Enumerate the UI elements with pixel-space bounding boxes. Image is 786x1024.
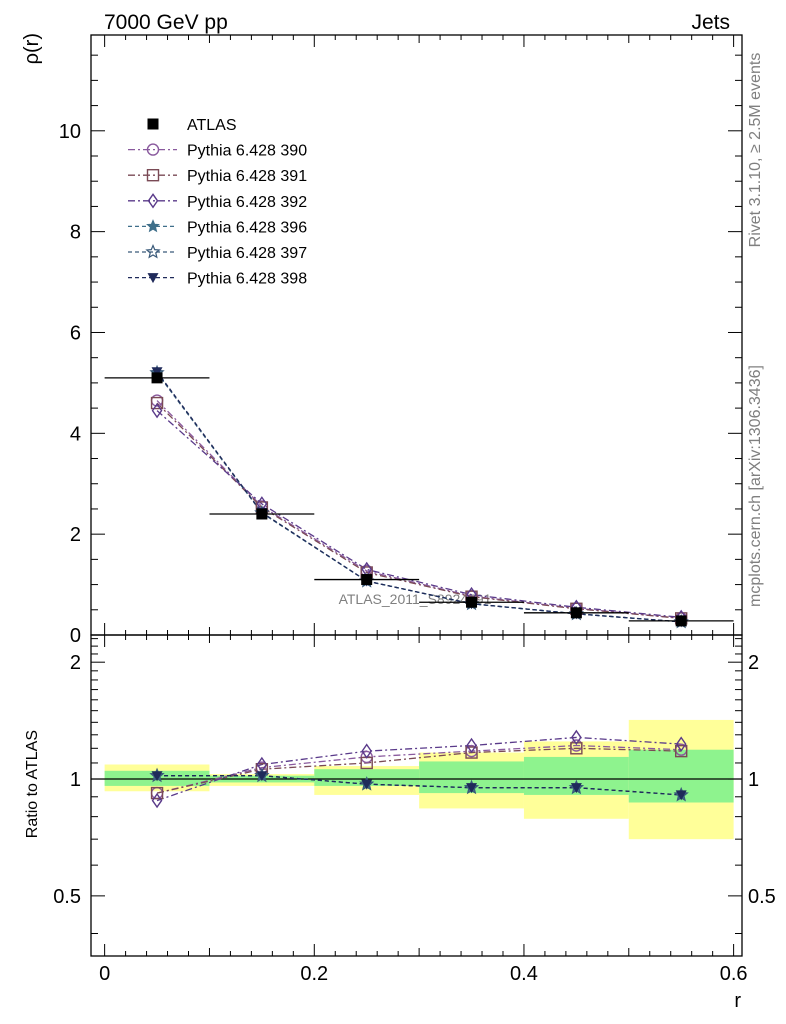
main-series-line-3 — [156, 410, 682, 618]
legend-marker-3 — [147, 193, 159, 209]
ratio-series-line-2 — [156, 747, 682, 794]
legend-label-6: Pythia 6.428 398 — [187, 271, 307, 288]
ratio-series-point-6 — [466, 783, 478, 794]
legend-reference-marker — [147, 118, 159, 130]
ratio-panel-series — [149, 729, 689, 809]
reference-data-point — [361, 574, 373, 586]
ratio-y-tick-label: 2 — [70, 652, 81, 674]
rivet-version-text: Rivet 3.1.10, ≥ 2.5M events — [747, 53, 764, 248]
main-series-point-6 — [151, 367, 163, 378]
main-series-line-5 — [156, 372, 682, 623]
main-series-line-1 — [156, 400, 682, 620]
legend-entry-3: Pythia 6.428 392 — [128, 193, 307, 211]
legend-marker-2 — [146, 168, 160, 182]
ratio-series-point-6 — [361, 779, 373, 790]
legend-marker-1 — [146, 143, 160, 156]
legend-reference-label: ATLAS — [187, 117, 237, 134]
main-y-tick-label: 2 — [70, 524, 81, 546]
ratio-y-tick-label: 1 — [70, 769, 81, 791]
legend-marker-4 — [146, 219, 160, 233]
ratio-y-tick-label-right: 0.5 — [748, 886, 776, 908]
header-right-label: Jets — [691, 11, 730, 34]
legend-label-4: Pythia 6.428 396 — [187, 219, 307, 236]
legend-entry-6: Pythia 6.428 398 — [128, 271, 307, 288]
ratio-panel-uncertainty-bands — [91, 719, 742, 840]
ratio-series-point-6 — [151, 771, 163, 782]
legend-entry-2: Pythia 6.428 391 — [128, 168, 307, 185]
legend-label-2: Pythia 6.428 391 — [187, 168, 307, 185]
ratio-series-point-3 — [361, 743, 373, 759]
ratio-y-axis-label: Ratio to ATLAS — [24, 730, 41, 838]
x-tick-label: 0.6 — [720, 963, 748, 985]
main-series-line-2 — [156, 402, 682, 620]
main-panel-series — [104, 364, 734, 629]
legend-entry-5: Pythia 6.428 397 — [128, 243, 307, 262]
x-tick-label: 0 — [99, 963, 110, 985]
ratio-series-point-2 — [150, 786, 164, 800]
ratio-series-point-6 — [675, 790, 687, 801]
ratio-series-line-3 — [156, 736, 682, 802]
legend-label-3: Pythia 6.428 392 — [187, 194, 307, 211]
x-tick-label: 0.2 — [300, 963, 328, 985]
ratio-series-point-2 — [465, 746, 478, 759]
main-y-tick-label: 10 — [59, 121, 81, 143]
ratio-series-point-3 — [571, 729, 582, 746]
legend-marker-6 — [147, 273, 159, 284]
ratio-y-tick-label: 0.5 — [53, 886, 81, 908]
ratio-series-point-6 — [570, 783, 582, 794]
analysis-watermark: ATLAS_2011_S8924791 — [339, 591, 492, 607]
ratio-y-tick-label-right: 2 — [748, 652, 759, 674]
x-axis-label: r — [734, 990, 741, 1012]
legend-label-5: Pythia 6.428 397 — [187, 245, 307, 262]
main-y-axis-label: ρ(r) — [21, 33, 43, 64]
main-series-point-2 — [150, 396, 164, 410]
ratio-series-point-3 — [466, 737, 477, 754]
ratio-frame — [90, 634, 743, 957]
ratio-series-point-3 — [675, 736, 687, 752]
reference-data-point — [570, 607, 582, 619]
ratio-series-line-1 — [156, 744, 682, 794]
reference-data-point — [151, 372, 163, 384]
reference-data-point — [675, 615, 687, 627]
ratio-series-point-2 — [674, 744, 688, 758]
ratio-series-point-6 — [256, 771, 268, 782]
legend-entry-4: Pythia 6.428 396 — [128, 219, 307, 236]
legend-entry-1: Pythia 6.428 390 — [128, 143, 307, 160]
main-y-tick-label: 6 — [70, 322, 81, 344]
legend: ATLAS Pythia 6.428 390 Pythia 6.428 391 Pyt… — [128, 117, 307, 288]
ratio-y-tick-label-right: 1 — [748, 769, 759, 791]
main-series-point-3 — [151, 402, 163, 419]
main-panel-axes: 0 2 4 6 8 10 — [59, 34, 743, 647]
legend-label-1: Pythia 6.428 390 — [187, 143, 307, 160]
header-left-label: 7000 GeV pp — [104, 11, 228, 34]
ratio-series-line-6 — [157, 775, 682, 796]
ratio-series-point-3 — [151, 792, 163, 809]
main-y-tick-label: 8 — [70, 222, 81, 244]
main-y-tick-label: 0 — [70, 625, 81, 647]
main-y-tick-label: 4 — [70, 423, 81, 445]
x-tick-label: 0.4 — [510, 963, 538, 985]
reference-data-point — [256, 508, 268, 520]
reference-data-point — [466, 596, 478, 608]
mcplots-credit-text: mcplots.cern.ch [arXiv:1306.3436] — [747, 365, 764, 607]
ratio-panel-axes: 0 0.2 0.4 0.6 0.5 0.5 1 1 2 2 — [53, 634, 776, 985]
legend-entry-reference: ATLAS — [147, 117, 237, 134]
legend-marker-5 — [145, 243, 161, 259]
